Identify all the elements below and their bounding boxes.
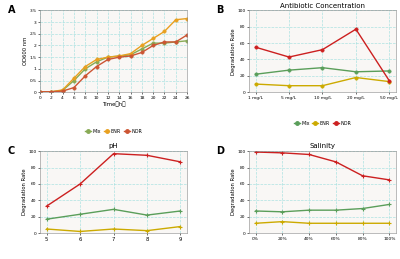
Title: Antibiotic Concentration: Antibiotic Concentration bbox=[280, 3, 365, 9]
Y-axis label: Degradation Rate: Degradation Rate bbox=[231, 28, 236, 75]
Text: D: D bbox=[216, 146, 224, 156]
Text: A: A bbox=[8, 5, 15, 16]
Title: Salinity: Salinity bbox=[310, 143, 336, 149]
Y-axis label: Degradation Rate: Degradation Rate bbox=[231, 169, 236, 215]
Text: B: B bbox=[216, 5, 224, 16]
Y-axis label: Degradation Rate: Degradation Rate bbox=[22, 169, 27, 215]
Y-axis label: OD600 nm: OD600 nm bbox=[23, 37, 28, 66]
Legend: Mix, ENR, NOR: Mix, ENR, NOR bbox=[294, 121, 351, 126]
Text: C: C bbox=[8, 146, 15, 156]
X-axis label: Time（h）: Time（h） bbox=[102, 101, 125, 107]
Legend: Mix, ENR, NOR: Mix, ENR, NOR bbox=[85, 129, 142, 134]
Title: pH: pH bbox=[109, 143, 118, 149]
